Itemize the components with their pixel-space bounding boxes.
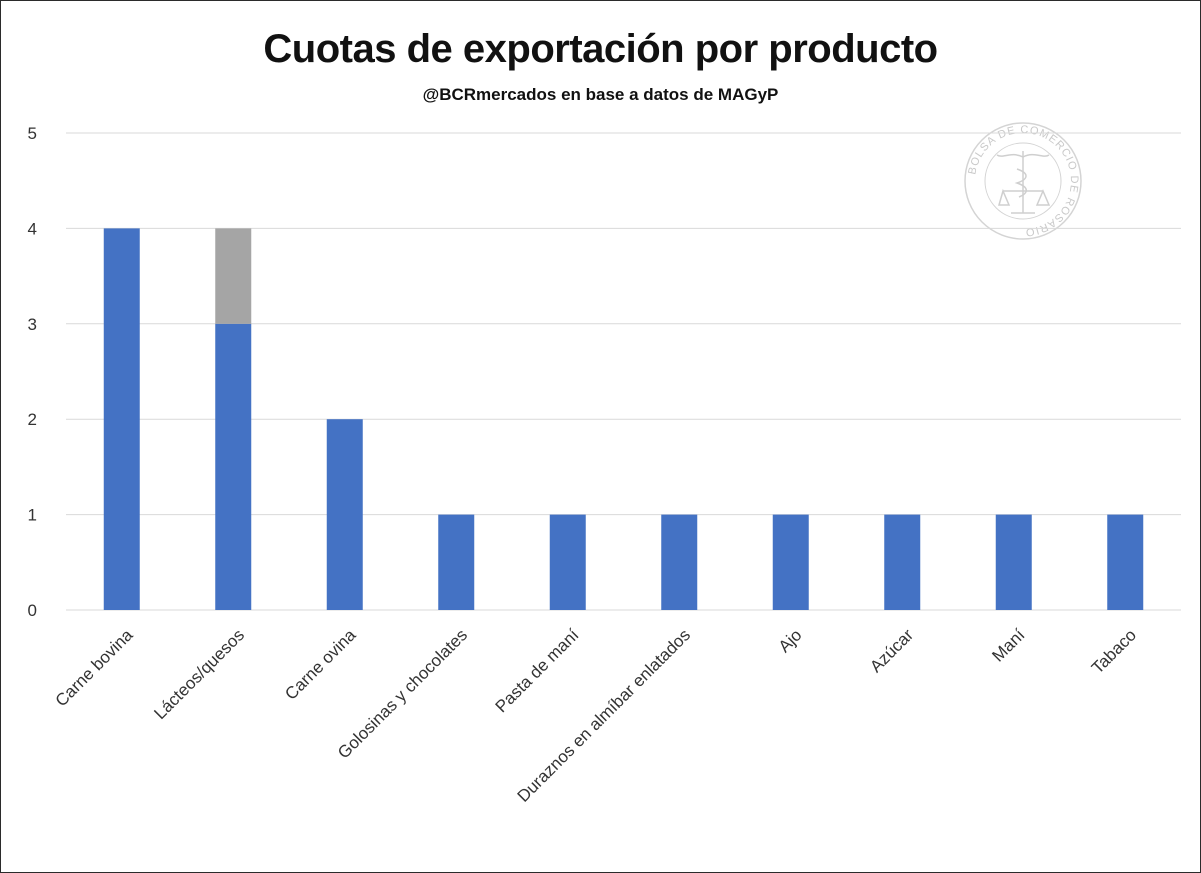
x-tick-label-8: Maní [988, 625, 1028, 665]
bar-1-5 [661, 514, 698, 610]
x-tick-label-5: Duraznos en almíbar enlatados [514, 625, 694, 805]
x-tick-label-6: Ajo [775, 625, 806, 656]
x-tick-label-4: Pasta de maní [492, 625, 583, 716]
bcr-seal-watermark: BOLSA DE COMERCIO DE ROSARIO [964, 122, 1082, 240]
bar-1-2 [326, 419, 363, 610]
x-tick-label-7: Azúcar [866, 625, 917, 676]
bar-1-4 [549, 514, 586, 610]
bar-1-8 [995, 514, 1032, 610]
x-tick-label-1: Lácteos/quesos [150, 625, 248, 723]
y-tick-label-3: 3 [28, 315, 37, 334]
x-tick-label-2: Carne ovina [281, 625, 360, 704]
bar-1-3 [438, 514, 475, 610]
bar-1-0 [103, 228, 140, 610]
bar-1-9 [1107, 514, 1144, 610]
y-tick-label-1: 1 [28, 506, 37, 525]
bar-1-6 [772, 514, 809, 610]
bar-1-7 [884, 514, 921, 610]
y-tick-label-2: 2 [28, 410, 37, 429]
x-tick-label-0: Carne bovina [52, 625, 137, 710]
bar-2-1 [215, 228, 252, 324]
chart-subtitle: @BCRmercados en base a datos de MAGyP [422, 85, 779, 104]
y-tick-label-4: 4 [28, 219, 37, 238]
y-tick-label-5: 5 [28, 124, 37, 143]
chart-title: Cuotas de exportación por producto [263, 27, 938, 71]
bar-1-1 [215, 323, 252, 610]
x-tick-label-3: Golosinas y chocolates [334, 625, 471, 762]
y-tick-label-0: 0 [28, 601, 37, 620]
x-tick-label-9: Tabaco [1088, 625, 1140, 677]
